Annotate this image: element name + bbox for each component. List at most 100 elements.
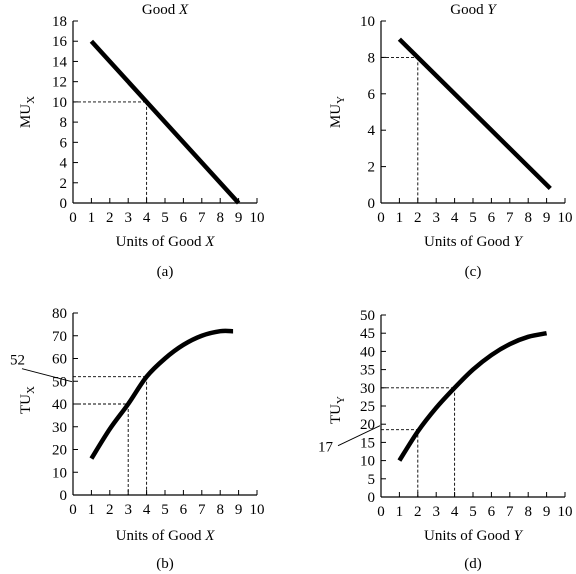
x-tick-label: 5	[469, 210, 477, 226]
x-tick-label: 3	[124, 502, 132, 518]
x-tick-label: 9	[543, 504, 551, 520]
y-tick-label: 4	[368, 123, 376, 139]
x-tick-label: 6	[180, 502, 188, 518]
x-tick-label: 6	[488, 504, 496, 520]
callout-leader-line	[21, 368, 73, 383]
x-axis-label: Units of Good X	[116, 234, 216, 250]
y-tick-label: 60	[52, 352, 67, 368]
y-tick-label: 8	[368, 50, 376, 66]
y-tick-label: 40	[360, 344, 375, 360]
y-tick-label: 16	[52, 34, 68, 50]
y-tick-label: 10	[52, 95, 67, 111]
series-line	[89, 328, 234, 460]
y-tick-label: 15	[360, 435, 375, 451]
y-tick-label: 80	[52, 306, 67, 322]
y-tick-label: 45	[360, 326, 375, 342]
x-tick-label: 9	[235, 502, 243, 518]
x-tick-label: 0	[377, 210, 385, 226]
y-tick-label: 4	[60, 156, 68, 172]
x-tick-label: 10	[250, 210, 265, 226]
x-tick-label: 2	[106, 502, 114, 518]
series-line	[397, 330, 548, 462]
panel-caption: (d)	[464, 556, 482, 572]
x-tick-label: 10	[558, 210, 573, 226]
y-tick-label: 14	[52, 54, 68, 70]
x-tick-label: 4	[143, 502, 151, 518]
x-tick-label: 8	[216, 502, 224, 518]
x-tick-label: 7	[198, 210, 206, 226]
y-tick-label: 10	[52, 465, 67, 481]
series-line	[397, 37, 552, 191]
x-tick-label: 6	[488, 210, 496, 226]
panel-caption: (a)	[157, 264, 174, 280]
x-tick-label: 2	[414, 210, 422, 226]
x-tick-label: 1	[396, 210, 404, 226]
y-tick-label: 0	[368, 490, 376, 506]
y-axis-label: MUX	[18, 96, 37, 128]
x-tick-label: 9	[543, 210, 551, 226]
y-tick-label: 18	[52, 14, 67, 30]
y-tick-label: 50	[360, 308, 375, 324]
x-tick-label: 3	[432, 210, 440, 226]
y-tick-label: 2	[368, 160, 376, 176]
y-tick-label: 5	[368, 472, 376, 488]
x-tick-label: 2	[106, 210, 114, 226]
y-tick-label: 0	[368, 196, 376, 212]
x-tick-label: 8	[524, 504, 532, 520]
y-axis-label: MUY	[328, 96, 347, 128]
x-tick-label: 8	[216, 210, 224, 226]
x-tick-label: 8	[524, 210, 532, 226]
x-tick-label: 4	[451, 210, 459, 226]
x-tick-label: 7	[506, 504, 514, 520]
y-tick-label: 0	[60, 196, 68, 212]
callout-label: 17	[318, 440, 334, 456]
x-tick-label: 7	[506, 210, 514, 226]
y-tick-label: 20	[52, 443, 67, 459]
y-tick-label: 10	[360, 454, 375, 470]
x-tick-label: 3	[124, 210, 132, 226]
y-tick-label: 35	[360, 363, 375, 379]
y-tick-label: 10	[360, 14, 375, 30]
x-tick-label: 10	[558, 504, 573, 520]
x-tick-label: 1	[88, 502, 96, 518]
callout-leader-line	[337, 425, 381, 447]
y-tick-label: 50	[52, 374, 67, 390]
x-tick-label: 10	[250, 502, 265, 518]
y-axis-label: TUX	[18, 386, 37, 414]
x-tick-label: 6	[180, 210, 188, 226]
y-tick-label: 2	[60, 176, 68, 192]
panel-caption: (c)	[465, 264, 482, 280]
x-axis-label: Units of Good Y	[424, 234, 524, 250]
y-tick-label: 25	[360, 399, 375, 415]
panel-title: Good Y	[450, 2, 497, 18]
x-axis-label: Units of Good Y	[424, 528, 524, 544]
x-tick-label: 5	[469, 504, 477, 520]
series-line	[89, 39, 241, 205]
y-axis-label: TUY	[328, 396, 347, 424]
x-tick-label: 5	[161, 210, 169, 226]
x-tick-label: 7	[198, 502, 206, 518]
panel-title: Good X	[142, 2, 189, 18]
y-tick-label: 70	[52, 329, 67, 345]
x-tick-label: 2	[414, 504, 422, 520]
y-tick-label: 6	[60, 135, 68, 151]
y-tick-label: 0	[60, 488, 68, 504]
y-tick-label: 30	[360, 381, 375, 397]
x-axis-label: Units of Good X	[116, 528, 216, 544]
callout-label: 52	[10, 353, 25, 369]
x-tick-label: 4	[143, 210, 151, 226]
y-tick-label: 20	[360, 417, 375, 433]
y-tick-label: 8	[60, 115, 68, 131]
x-tick-label: 9	[235, 210, 243, 226]
x-tick-label: 1	[396, 504, 404, 520]
y-tick-label: 12	[52, 75, 67, 91]
x-tick-label: 1	[88, 210, 96, 226]
x-tick-label: 3	[432, 504, 440, 520]
y-tick-label: 40	[52, 397, 67, 413]
x-tick-label: 0	[69, 502, 77, 518]
